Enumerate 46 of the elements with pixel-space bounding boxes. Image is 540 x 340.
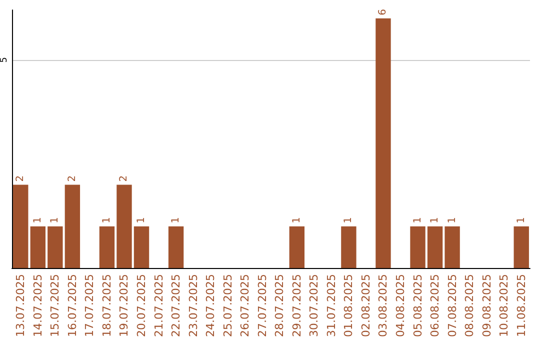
x-tick-label: 21.07.2025 [152,274,166,338]
data-label: 1 [430,217,441,224]
x-tick-label: 10.08.2025 [498,274,511,338]
data-label: 1 [446,217,458,224]
x-tick-label: 20.07.2025 [135,274,148,338]
x-tick-label: 02.08.2025 [359,274,372,338]
x-tick-label: 01.08.2025 [342,274,356,338]
data-label: 2 [15,175,26,182]
x-tick-label: 25.07.2025 [221,274,234,338]
x-tick-label: 30.07.2025 [308,274,321,338]
data-label: 2 [66,175,78,182]
data-label: 1 [101,217,112,224]
x-tick-label: 16.07.2025 [66,274,79,338]
x-tick-label: 09.08.2025 [480,274,494,338]
x-tick-label: 22.07.2025 [170,274,183,338]
data-label: 1 [412,217,424,224]
x-tick-label: 26.07.2025 [238,274,252,338]
x-tick-label: 24.07.2025 [204,274,218,338]
data-label: 1 [291,217,302,224]
x-tick-label: 31.07.2025 [324,274,338,338]
x-tick-label: 28.07.2025 [273,274,286,338]
data-label: 1 [516,217,527,224]
x-tick-label: 15.07.2025 [48,274,62,338]
x-tick-label: 19.07.2025 [118,274,131,338]
data-label: 2 [118,175,130,182]
y-tick-label: 5 [0,57,10,63]
x-tick-label: 04.08.2025 [394,274,407,338]
data-label: 1 [136,217,147,224]
data-label: 1 [170,217,182,224]
x-tick-label: 23.07.2025 [186,274,200,338]
x-tick-label: 11.08.2025 [514,274,528,338]
x-tick-label: 14.07.2025 [31,274,44,338]
x-tick-label: 13.07.2025 [14,274,28,338]
data-label: 1 [50,217,61,224]
data-label: 1 [32,217,44,224]
x-tick-label: 29.07.2025 [290,274,304,338]
x-tick-label: 08.08.2025 [463,274,476,338]
data-label: 1 [343,217,354,224]
x-tick-label: 03.08.2025 [376,274,390,338]
x-tick-label: 05.08.2025 [411,274,424,338]
x-tick-label: 27.07.2025 [256,274,269,338]
x-tick-label: 18.07.2025 [100,274,114,338]
x-tick-label: 17.07.2025 [83,274,96,338]
x-tick-label: 06.08.2025 [428,274,442,338]
x-tick-label: 07.08.2025 [446,274,459,338]
data-label: 6 [378,8,389,16]
